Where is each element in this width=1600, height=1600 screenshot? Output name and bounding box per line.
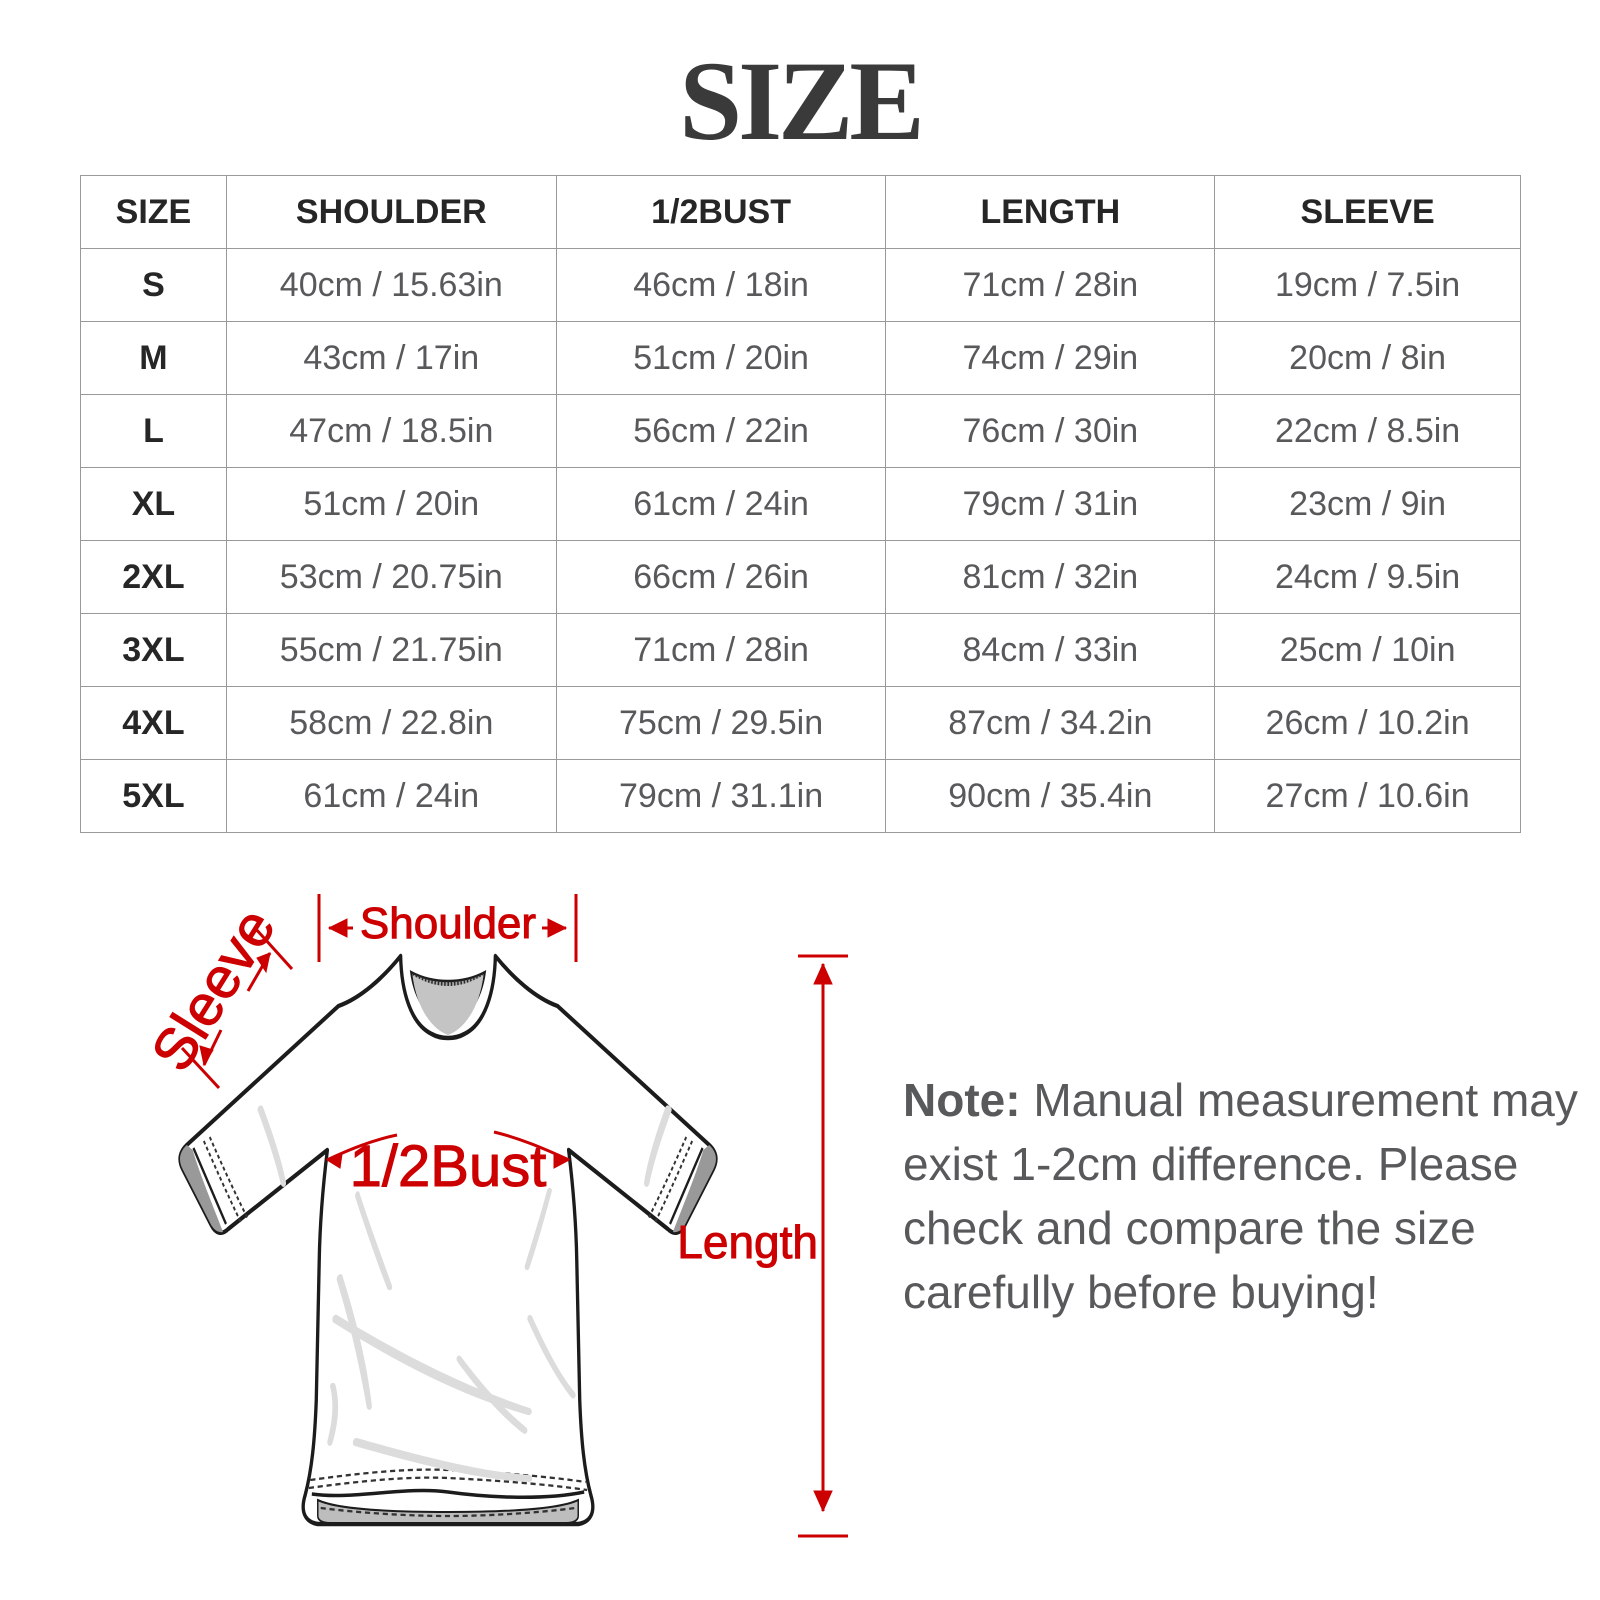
- svg-text:Length: Length: [677, 1216, 818, 1268]
- svg-text:Sleeve: Sleeve: [139, 897, 288, 1082]
- svg-text:1/2Bust: 1/2Bust: [350, 1134, 547, 1199]
- svg-text:Shoulder: Shoulder: [360, 899, 536, 948]
